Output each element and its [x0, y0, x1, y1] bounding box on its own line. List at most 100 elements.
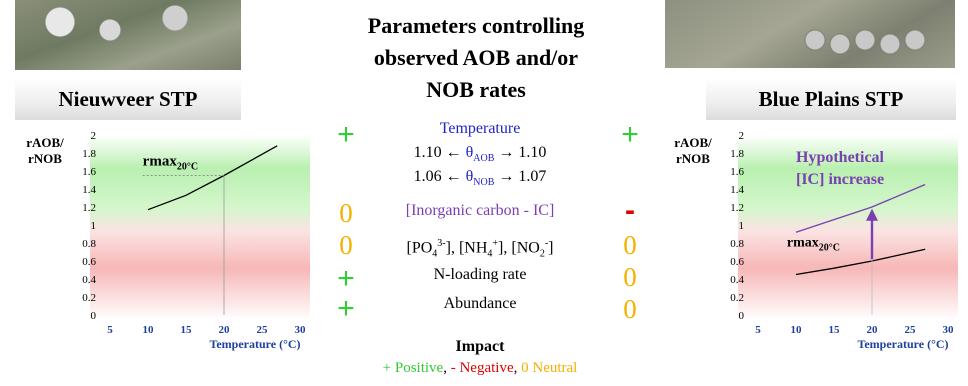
y-tick-label: 1 — [91, 220, 97, 232]
n-loading-impact-left: + — [337, 262, 355, 295]
nutrients-impact-right: 0 — [623, 230, 637, 260]
x-tick-label: 10 — [791, 324, 803, 336]
x-tick-label: 15 — [181, 324, 193, 336]
ic-increase-arrow-head — [866, 208, 878, 221]
legend-separator: , — [513, 360, 522, 376]
y-tick-label: 1.8 — [82, 148, 96, 160]
ic-impact-left: 0 — [339, 198, 353, 228]
no2-base: [NO — [511, 239, 540, 257]
chart-background — [738, 135, 958, 320]
x-tick-label: 30 — [295, 324, 307, 336]
y-tick-label: 1.6 — [730, 166, 744, 178]
theta-nob-left: 1.06 — [413, 168, 442, 185]
theta-nob-line: 1.06 ← θNOB → 1.07 — [413, 168, 547, 189]
y-tick-label: 0.4 — [82, 274, 96, 286]
heading-line: NOB rates — [426, 77, 526, 102]
blue-plains-chart: 00.20.40.60.811.21.41.61.825 10 15 20 25 30Te… — [674, 130, 958, 351]
x-axis-label: Temperature (°C) — [209, 337, 300, 351]
po4-sub: 4 — [432, 248, 438, 260]
nieuwveer-aerial-photo — [15, 0, 241, 70]
theta-nob-right: 1.07 — [518, 168, 547, 185]
hypothetical-ic-label: [IC] increase — [796, 171, 884, 188]
y-axis-label: rNOB — [676, 151, 710, 166]
impact-title: Impact — [455, 338, 505, 355]
blue-plains-aerial-photo — [665, 0, 955, 68]
y-tick-label: 0.6 — [82, 256, 96, 268]
ic-impact-right: - — [625, 194, 635, 227]
theta-aob-line: 1.10 ← θAOB → 1.10 — [413, 144, 547, 165]
x-tick-label: 30 — [943, 324, 955, 336]
y-tick-label: 2 — [91, 130, 97, 142]
x-tick-label: 10 — [143, 324, 155, 336]
n-loading-impact-right: 0 — [623, 262, 637, 292]
param-nutrients: [PO43-], [NH4+], [NO2-] — [406, 238, 554, 260]
no2-sub: 2 — [539, 248, 545, 260]
y-tick-label: 0.6 — [730, 256, 744, 268]
param-abundance: Abundance — [443, 295, 517, 312]
series-line — [795, 248, 926, 276]
y-tick-label: 1.6 — [82, 166, 96, 178]
legend-negative: - Negative — [450, 360, 514, 376]
theta-aob-sub: AOB — [473, 153, 495, 165]
temperature-impact-right: + — [621, 118, 639, 151]
hypothetical-ic-label: Hypothetical — [796, 149, 885, 166]
x-tick-label: 15 — [829, 324, 841, 336]
y-tick-label: 0.2 — [82, 292, 96, 304]
nh4-base: [NH — [458, 239, 488, 257]
y-axis-label: rAOB/ — [26, 135, 64, 150]
x-tick-label: 5 — [107, 324, 113, 336]
y-tick-label: 0.2 — [730, 292, 744, 304]
y-tick-label: 0.8 — [730, 238, 744, 250]
y-tick-label: 1.4 — [82, 184, 96, 196]
series-line — [795, 183, 926, 233]
y-axis-label: rNOB — [28, 151, 62, 166]
y-axis-label: rAOB/ — [674, 135, 712, 150]
nh4-sub: 4 — [487, 248, 493, 260]
x-tick-label: 5 — [755, 324, 761, 336]
legend-neutral: 0 Neutral — [521, 360, 578, 376]
nh4-sup: + — [492, 238, 499, 249]
abundance-impact-left: + — [337, 292, 355, 325]
y-tick-label: 0 — [739, 310, 745, 322]
y-tick-label: 1.4 — [730, 184, 744, 196]
x-tick-label: 20 — [867, 324, 879, 336]
temperature-impact-left: + — [337, 118, 355, 151]
theta-nob-sub: NOB — [473, 177, 495, 189]
rmax-subscript: 20°C — [819, 243, 840, 254]
nutrients-impact-left: 0 — [339, 230, 353, 260]
y-tick-label: 0.4 — [730, 274, 744, 286]
x-axis-label: Temperature (°C) — [857, 337, 948, 351]
y-tick-label: 1 — [739, 220, 745, 232]
heading-line: Parameters controlling — [367, 13, 585, 38]
x-tick-label: 25 — [257, 324, 269, 336]
heading-line: observed AOB and/or — [373, 45, 579, 70]
no2-end: ] — [548, 239, 554, 257]
po4-base: [PO — [406, 239, 433, 257]
legend-separator: , — [443, 360, 451, 376]
rmax-subscript: 20°C — [177, 162, 198, 173]
nieuwveer-chart: 00.20.40.60.811.21.41.61.825 10 15 20 25 30Te… — [26, 130, 310, 351]
theta-aob-right: 1.10 — [518, 144, 547, 161]
nh4-end: ] — [498, 239, 504, 257]
theta-nob-symbol: θ — [465, 168, 474, 185]
legend-positive: + Positive — [382, 360, 444, 376]
series-line — [147, 145, 278, 211]
param-temperature: Temperature — [439, 120, 521, 137]
y-tick-label: 1.8 — [730, 148, 744, 160]
y-tick-label: 1.2 — [730, 202, 744, 214]
po4-end: ] — [445, 239, 451, 257]
no2-sup: - — [544, 238, 549, 249]
blue-plains-title: Blue Plains STP — [706, 78, 956, 120]
x-tick-label: 20 — [219, 324, 231, 336]
abundance-impact-right: 0 — [623, 294, 637, 324]
y-tick-label: 0.8 — [82, 238, 96, 250]
theta-aob-left: 1.10 — [413, 144, 442, 161]
po4-sup: 3- — [437, 238, 446, 249]
param-inorganic-carbon: [Inorganic carbon - IC] — [405, 202, 555, 219]
nieuwveer-title: Nieuwveer STP — [15, 78, 241, 120]
impact-legend: + Positive, - Negative, 0 Neutral — [330, 360, 630, 377]
chart-background — [90, 135, 310, 320]
theta-aob-symbol: θ — [465, 144, 474, 161]
y-tick-label: 0 — [91, 310, 97, 322]
y-tick-label: 1.2 — [82, 202, 96, 214]
